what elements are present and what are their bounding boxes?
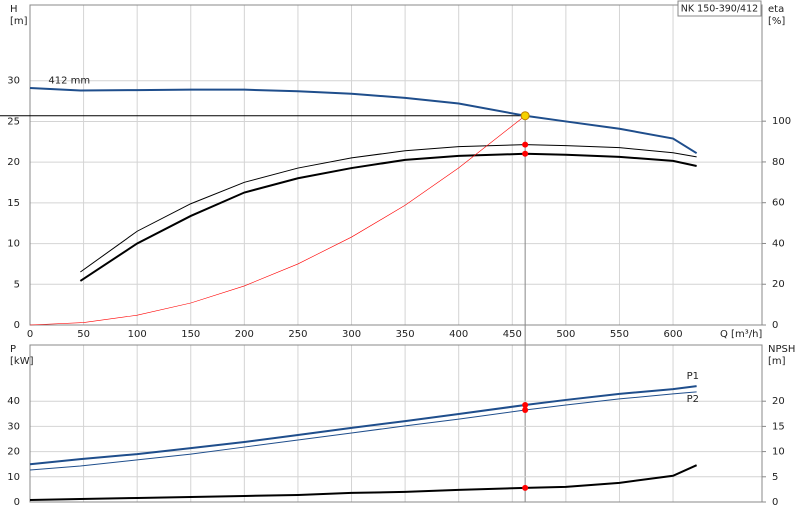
- y2-tick-label: 10: [772, 447, 785, 458]
- y-tick-label: 0: [14, 497, 20, 508]
- x-tick-label: 200: [235, 329, 254, 340]
- y2-axis-unit: [%]: [768, 16, 785, 27]
- curve: [29, 115, 526, 326]
- x-tick-label: 450: [503, 329, 522, 340]
- x-tick-label: 300: [342, 329, 361, 340]
- x-axis-label: Q [m³/h]: [720, 329, 762, 340]
- y2-tick-label: 0: [772, 497, 778, 508]
- y2-tick-label: 60: [772, 198, 785, 209]
- x-tick-label: 550: [610, 329, 629, 340]
- curve: [29, 87, 698, 155]
- y2-tick-label: 20: [772, 396, 785, 407]
- curve: [29, 385, 697, 466]
- y2-tick-label: 80: [772, 157, 785, 168]
- y-tick-label: 20: [7, 157, 20, 168]
- y-axis-unit: [m]: [10, 16, 28, 27]
- duty-point: [520, 111, 530, 121]
- plot-frame: [29, 4, 763, 326]
- chart-title: NK 150-390/412: [681, 4, 758, 15]
- y-tick-label: 40: [7, 396, 20, 407]
- curve: [29, 391, 697, 471]
- y-tick-label: 20: [7, 447, 20, 458]
- y2-tick-label: 20: [772, 279, 785, 290]
- y-tick-label: 10: [7, 472, 20, 483]
- data-point: [522, 150, 529, 157]
- y2-axis-unit: [m]: [768, 356, 786, 367]
- series-label: 412 mm: [48, 75, 90, 86]
- y-axis-label: H: [10, 4, 18, 15]
- x-tick-label: 500: [556, 329, 575, 340]
- y-tick-label: 25: [7, 116, 20, 127]
- y2-tick-label: 15: [772, 421, 785, 432]
- y-tick-label: 10: [7, 239, 20, 250]
- series-label: P2: [687, 394, 699, 405]
- y2-axis-label: NPSH: [768, 344, 795, 355]
- y-axis-unit: [kW]: [10, 356, 34, 367]
- y-tick-label: 15: [7, 198, 20, 209]
- title-box: [677, 0, 762, 17]
- y-tick-label: 5: [14, 279, 20, 290]
- data-point: [522, 484, 529, 491]
- x-tick-label: 100: [128, 329, 147, 340]
- y-axis-label: P: [10, 344, 16, 355]
- y-tick-label: 0: [14, 320, 20, 331]
- y2-axis-label: eta: [768, 4, 784, 15]
- x-tick-label: 0: [27, 329, 33, 340]
- y2-tick-label: 0: [772, 320, 778, 331]
- data-point: [522, 401, 529, 408]
- curve: [29, 464, 698, 501]
- data-point: [522, 141, 529, 148]
- y2-tick-label: 40: [772, 238, 785, 249]
- x-tick-label: 350: [396, 329, 415, 340]
- y-tick-label: 30: [7, 76, 20, 87]
- x-tick-label: 250: [288, 329, 307, 340]
- curve: [80, 144, 697, 273]
- series-label: P1: [687, 371, 699, 382]
- y2-tick-label: 100: [772, 116, 791, 127]
- data-point: [522, 407, 529, 414]
- y-tick-label: 30: [7, 421, 20, 432]
- curve: [79, 152, 697, 282]
- y2-tick-label: 5: [772, 472, 778, 483]
- x-tick-label: 400: [449, 329, 468, 340]
- x-tick-label: 150: [181, 329, 200, 340]
- x-tick-label: 600: [663, 329, 682, 340]
- x-tick-label: 50: [77, 329, 90, 340]
- plot-frame: [29, 344, 763, 503]
